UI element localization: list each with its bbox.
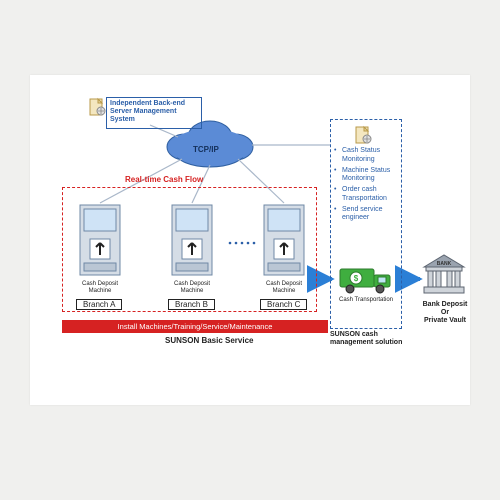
- cash-deposit-machine-a: [76, 203, 124, 279]
- bullet-item: •Machine Status Monitoring: [342, 167, 408, 185]
- cash-deposit-machine-b: [168, 203, 216, 279]
- realtime-cashflow-label: Real-time Cash Flow: [125, 175, 203, 184]
- machine-a-label: Cash Deposit Machine: [70, 281, 130, 295]
- truck-label: Cash Transportation: [336, 297, 396, 304]
- cloud-label: TCP/IP: [193, 145, 219, 154]
- machine-c-label: Cash Deposit Machine: [254, 281, 314, 295]
- doc-icon: [88, 97, 106, 119]
- svg-text:$: $: [354, 274, 359, 283]
- svg-text:BANK: BANK: [437, 261, 452, 267]
- machine-b-label: Cash Deposit Machine: [162, 281, 222, 295]
- diagram-canvas: Independent Back-end Server Management S…: [30, 75, 470, 405]
- backend-server-label: Independent Back-end Server Management S…: [110, 100, 185, 123]
- bullet-item: •Cash Status Monitoring: [342, 147, 408, 165]
- cash-truck-icon: $: [336, 261, 396, 301]
- management-solution-label: SUNSON cash management solution: [330, 331, 404, 347]
- backend-server-box: Independent Back-end Server Management S…: [106, 97, 202, 129]
- branch-a-label: Branch A: [76, 299, 122, 310]
- bullet-item: •Order cash Transportation: [342, 186, 408, 204]
- bank-caption: Bank Deposit Or Private Vault: [418, 301, 472, 325]
- branch-c-label: Branch C: [260, 299, 307, 310]
- install-service-bar: Install Machines/Training/Service/Mainte…: [62, 320, 328, 333]
- basic-service-label: SUNSON Basic Service: [165, 336, 254, 345]
- bullet-item: •Send service engineer: [342, 206, 408, 224]
- install-service-label: Install Machines/Training/Service/Mainte…: [118, 322, 273, 331]
- bank-icon: BANK: [420, 251, 468, 299]
- branch-b-label: Branch B: [168, 299, 215, 310]
- doc-icon-right: [354, 125, 372, 147]
- management-bullets: •Cash Status Monitoring •Machine Status …: [333, 147, 408, 223]
- cash-deposit-machine-c: [260, 203, 308, 279]
